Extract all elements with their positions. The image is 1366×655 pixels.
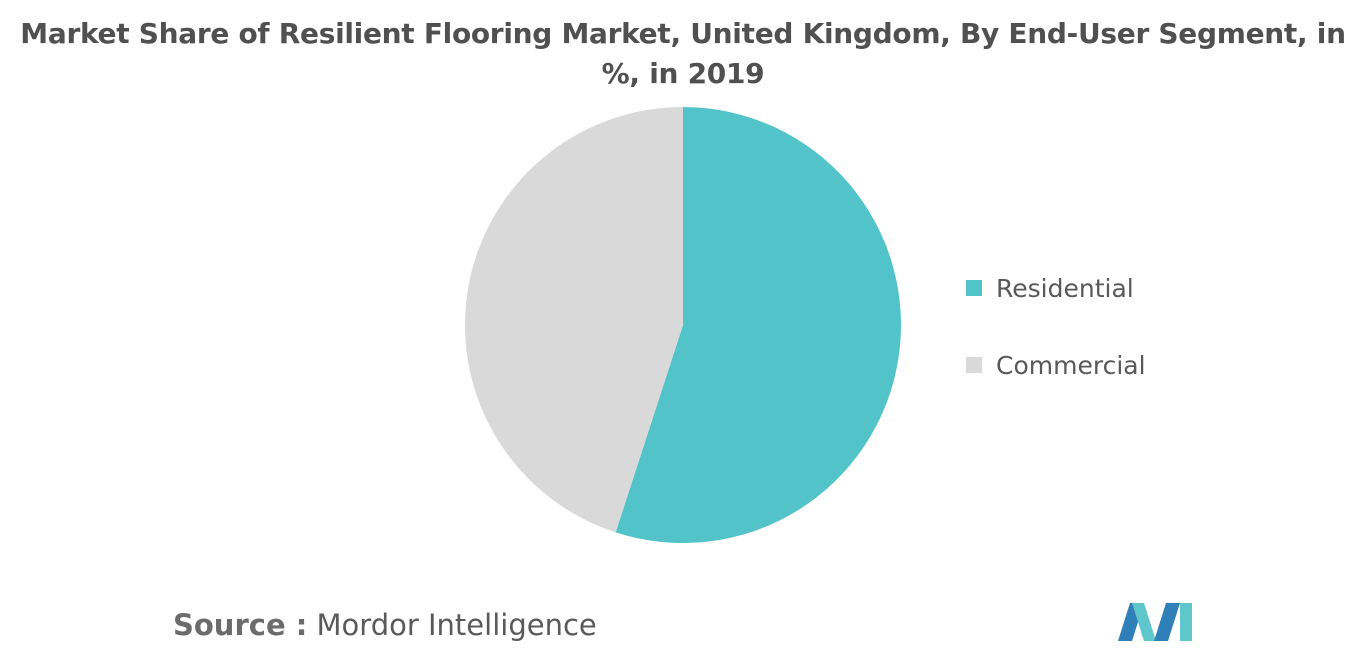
legend: Residential Commercial [966, 268, 1146, 422]
legend-swatch-commercial [966, 357, 982, 373]
mordor-intelligence-logo-icon [1118, 603, 1192, 641]
legend-item-commercial[interactable]: Commercial [966, 345, 1146, 385]
chart-title: Market Share of Resilient Flooring Marke… [20, 17, 1346, 90]
legend-swatch-residential [966, 280, 982, 296]
source-note: Source : Mordor Intelligence [173, 608, 597, 642]
legend-label-commercial: Commercial [996, 350, 1146, 380]
source-key: Source : [173, 608, 308, 642]
legend-item-residential[interactable]: Residential [966, 268, 1146, 308]
pie-slice-commercial[interactable] [465, 107, 683, 533]
source-value: Mordor Intelligence [316, 608, 597, 642]
pie-slice-residential[interactable] [615, 107, 902, 543]
legend-label-residential: Residential [996, 273, 1134, 303]
